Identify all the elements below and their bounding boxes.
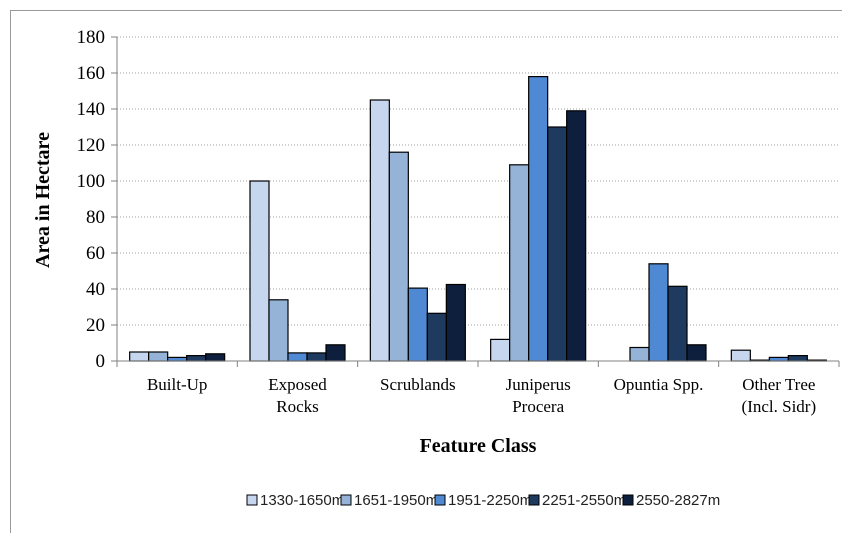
bar — [186, 355, 207, 362]
bar — [306, 352, 327, 362]
legend-swatch — [622, 494, 634, 506]
bar — [129, 351, 150, 362]
bar — [547, 126, 568, 362]
x-category-label: Procera — [512, 397, 564, 416]
bar — [667, 285, 688, 362]
x-category-label: Other Tree — [742, 375, 815, 394]
x-category-label: Rocks — [276, 397, 319, 416]
x-axis-title: Feature Class — [420, 435, 537, 457]
y-tick-label: 180 — [77, 27, 106, 48]
y-tick-label: 80 — [86, 207, 105, 228]
x-category-label: Opuntia Spp. — [614, 375, 704, 394]
axes — [111, 36, 840, 367]
legend-label: 1951-2250m — [448, 492, 532, 509]
bar — [509, 164, 530, 362]
x-category-label: Juniperus — [506, 375, 571, 394]
x-category-label: (Incl. Sidr) — [742, 397, 817, 416]
y-tick-label: 140 — [77, 99, 106, 120]
legend-swatch — [340, 494, 352, 506]
legend-label: 1330-1650m — [260, 492, 344, 509]
bar — [325, 344, 346, 362]
y-tick-label: 40 — [86, 279, 105, 300]
bar — [148, 351, 169, 362]
x-category-label: Scrublands — [380, 375, 456, 394]
bar — [388, 151, 409, 362]
bar — [445, 283, 466, 362]
bar — [268, 299, 289, 362]
legend-label: 1651-1950m — [354, 492, 438, 509]
bar — [287, 352, 308, 362]
grid-lines — [117, 36, 839, 326]
bar — [426, 312, 447, 362]
x-category-labels: Built-Up Exposed Rocks Scrublands Juniperus P… — [147, 375, 816, 416]
x-category-label: Exposed — [268, 375, 327, 394]
bar — [528, 75, 549, 362]
y-tick-label: 100 — [77, 171, 106, 192]
bar — [407, 287, 428, 362]
bar — [205, 353, 226, 362]
bars — [129, 75, 827, 362]
bar — [686, 344, 707, 362]
bar — [787, 355, 808, 362]
y-tick-label: 120 — [77, 135, 106, 156]
y-tick-label: 20 — [86, 315, 105, 336]
y-tick-label: 160 — [77, 63, 106, 84]
y-tick-label: 60 — [86, 243, 105, 264]
bar — [566, 110, 587, 362]
legend-swatch — [528, 494, 540, 506]
chart-frame — [10, 10, 842, 533]
legend: 1330-1650m 1651-1950m 1951-2250m 2251-2550m… — [246, 492, 720, 509]
bar — [730, 349, 751, 362]
bar — [490, 338, 511, 362]
bar — [629, 346, 650, 362]
bar — [167, 356, 188, 362]
y-axis-title: Area in Hectare — [32, 132, 54, 268]
legend-label: 2550-2827m — [636, 492, 720, 509]
bar — [369, 99, 390, 362]
legend-swatch — [434, 494, 446, 506]
bar — [768, 356, 789, 362]
bar — [249, 180, 270, 362]
x-category-label: Built-Up — [147, 375, 207, 394]
y-tick-label: 0 — [96, 351, 106, 372]
y-tick-labels: 0 20 40 60 80 100 120 140 160 180 — [77, 27, 106, 372]
legend-swatch — [246, 494, 258, 506]
bar — [648, 263, 669, 362]
legend-label: 2251-2550m — [542, 492, 626, 509]
